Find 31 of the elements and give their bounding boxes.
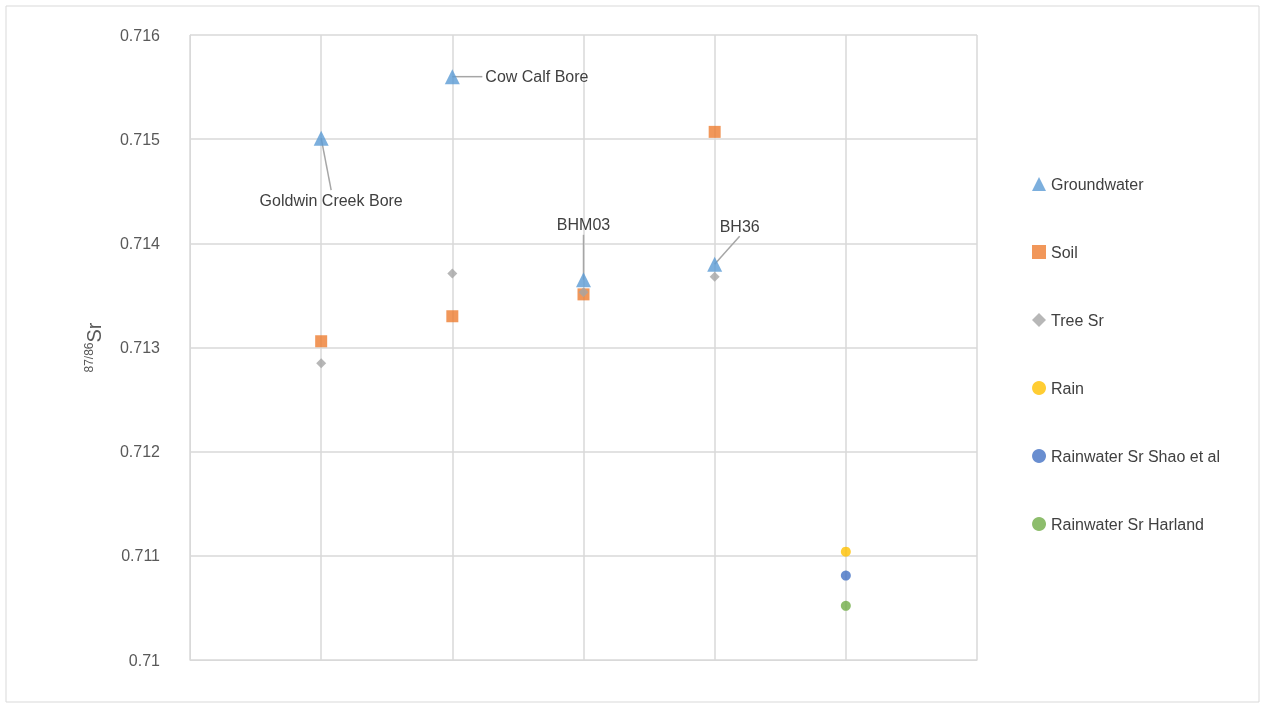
y-axis-title: 87/86Sr: [82, 322, 105, 373]
point: [707, 256, 723, 272]
annotation: Goldwin Creek Bore: [259, 191, 403, 209]
point: [447, 268, 458, 279]
point: [313, 130, 329, 146]
legend-label: Tree Sr: [1051, 311, 1105, 329]
point: [444, 69, 460, 85]
legend-label: Soil: [1051, 243, 1078, 261]
y-tick-label: 0.71: [128, 651, 161, 669]
legend-label: Rain: [1051, 379, 1084, 397]
annotation: BH36: [719, 217, 760, 235]
y-tick-label: 0.714: [119, 234, 161, 252]
y-tick-label: 0.713: [119, 339, 161, 356]
y-tick-label: 0.716: [119, 26, 161, 44]
point: [709, 271, 720, 282]
annotation: Cow Calf Bore: [485, 68, 589, 86]
annotation: BHM03: [556, 216, 611, 234]
y-tick-label: 0.711: [121, 547, 161, 565]
legend-label: Groundwater: [1051, 175, 1145, 193]
point: [840, 600, 851, 611]
point: [840, 570, 851, 581]
y-tick-label: 0.715: [119, 130, 161, 148]
point: [840, 546, 851, 557]
point: [708, 125, 721, 138]
legend-label: Rainwater Sr Harland: [1051, 515, 1204, 533]
point: [315, 335, 328, 348]
point: [446, 310, 459, 323]
point: [576, 272, 591, 288]
point: [316, 358, 327, 369]
legend-label: Rainwater Sr Shao et al: [1051, 447, 1221, 465]
y-tick-label: 0.712: [119, 443, 161, 461]
